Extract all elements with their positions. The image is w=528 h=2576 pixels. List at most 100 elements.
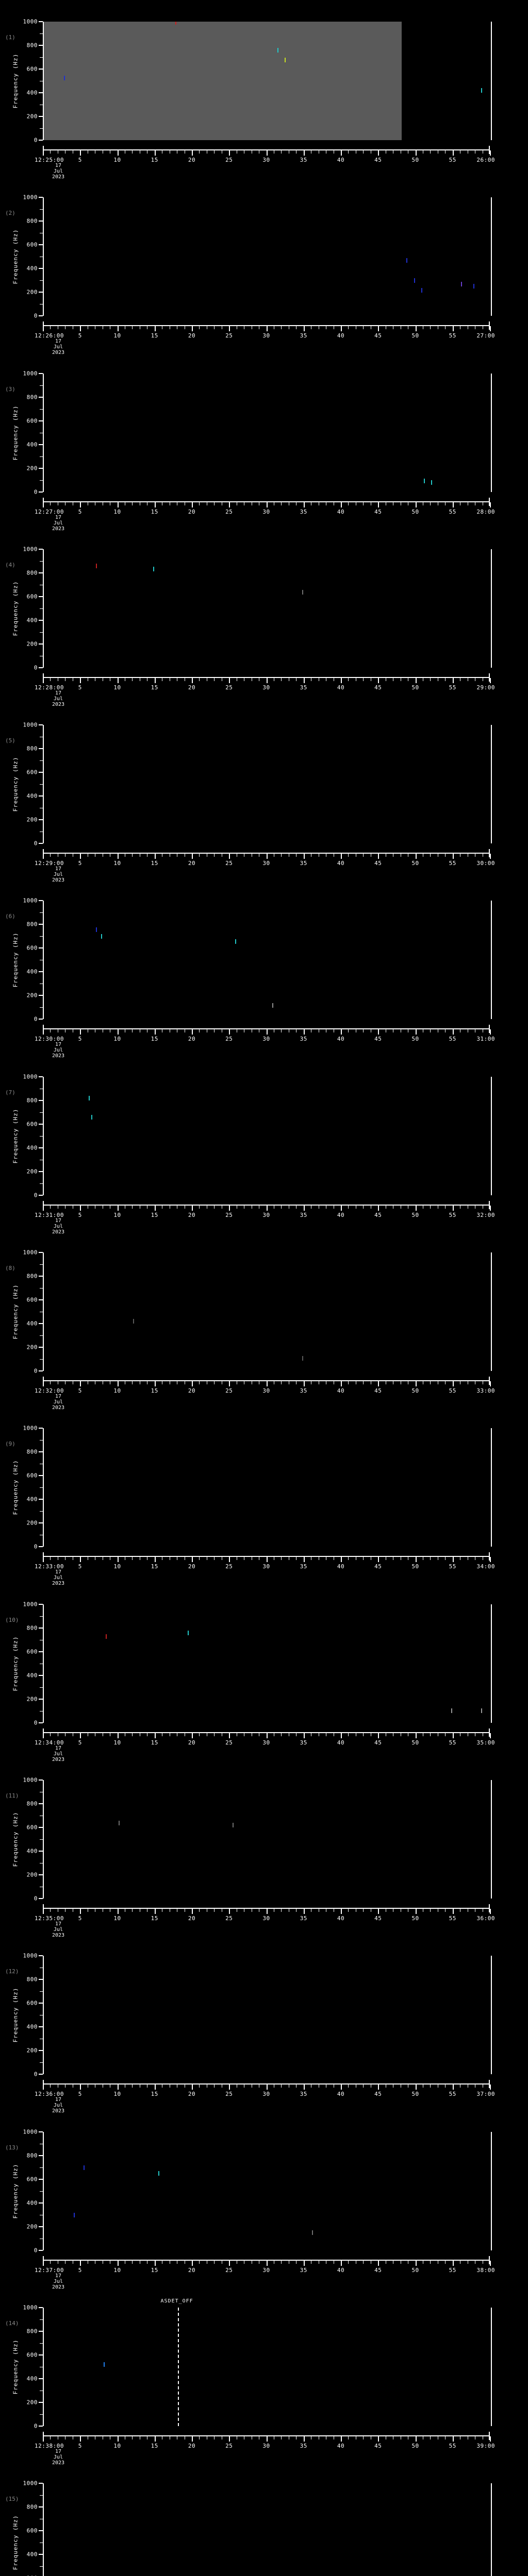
x-axis-endcap	[43, 497, 44, 506]
x-axis-date-part: 2023	[52, 2460, 65, 2466]
x-axis-date-part: 2023	[52, 1229, 65, 1235]
x-axis-endcap	[489, 497, 490, 506]
x-tick-label: 30	[262, 2442, 270, 2449]
y-tick-label: 0	[34, 1719, 38, 1726]
x-tick-label: 10	[113, 332, 121, 340]
plot-area[interactable]	[43, 725, 492, 844]
x-tick-label: 55	[449, 157, 456, 163]
y-tick-minor	[40, 2566, 43, 2567]
x-tick-mark	[132, 502, 133, 505]
x-tick-mark	[363, 677, 364, 681]
x-tick-mark	[199, 326, 200, 330]
x-tick-label: 25	[225, 1563, 233, 1570]
x-axis-date-part: 17	[55, 1921, 62, 1927]
y-tick-mark	[39, 843, 43, 844]
x-tick-label: 30	[262, 2266, 270, 2274]
plot-area[interactable]	[43, 373, 492, 492]
y-tick-mark	[39, 197, 43, 198]
x-tick-mark	[117, 2260, 119, 2266]
y-tick-mark	[39, 2050, 43, 2052]
x-tick-mark	[452, 2084, 454, 2090]
x-tick-mark	[80, 677, 81, 683]
plot-area[interactable]	[43, 1428, 492, 1547]
plot-area[interactable]	[43, 197, 492, 316]
plot-area[interactable]	[43, 2131, 492, 2250]
y-tick-mark	[39, 1171, 43, 1172]
plot-area[interactable]	[43, 2307, 492, 2426]
x-tick-mark	[199, 1381, 200, 1385]
x-tick-mark	[43, 150, 44, 156]
x-tick-mark	[445, 2436, 446, 2439]
x-tick-mark	[43, 1029, 44, 1035]
x-tick-mark	[341, 677, 342, 683]
y-axis: 0 200 400 600 800 1000 Frequency (Hz)	[0, 1425, 43, 1550]
x-tick-mark	[378, 1557, 380, 1563]
x-tick-mark	[303, 1205, 305, 1211]
plot-area[interactable]	[43, 1956, 492, 2075]
y-tick-mark	[39, 21, 43, 22]
x-tick-label: 30	[262, 157, 270, 163]
y-tick-mark	[39, 643, 43, 645]
x-tick-mark	[281, 502, 282, 505]
spectrogram-event-marker	[451, 1708, 452, 1713]
x-tick-mark	[452, 677, 454, 683]
y-tick-label: 400	[26, 617, 38, 624]
x-tick-label-start: 12:36:00	[35, 2091, 64, 2098]
spectrogram-event-marker	[421, 287, 423, 293]
plot-area[interactable]	[43, 901, 492, 1020]
plot-area[interactable]	[43, 1252, 492, 1371]
y-axis: 0 200 400 600 800 1000 Frequency (Hz)	[0, 194, 43, 319]
x-axis-line	[43, 1204, 490, 1206]
plot-area[interactable]	[43, 549, 492, 668]
x-tick-mark	[229, 1733, 230, 1738]
x-tick-label: 15	[151, 2442, 158, 2449]
y-tick-label: 200	[26, 1168, 38, 1175]
x-tick-mark	[117, 1381, 119, 1387]
x-tick-mark	[117, 1029, 119, 1035]
x-tick-label: 55	[449, 2266, 456, 2274]
y-tick-mark	[39, 140, 43, 141]
y-tick-label: 400	[26, 1848, 38, 1855]
y-tick-label: 1000	[23, 721, 38, 728]
x-tick-mark	[348, 2260, 349, 2264]
x-tick-label: 5	[78, 2442, 82, 2449]
y-tick-mark	[39, 1347, 43, 1348]
x-tick-label: 10	[113, 1387, 121, 1395]
x-tick-mark	[452, 1733, 454, 1738]
x-tick-label: 50	[411, 684, 419, 691]
x-axis-endcap	[489, 2256, 490, 2264]
plot-area[interactable]	[43, 1076, 492, 1195]
x-tick-mark	[430, 502, 431, 505]
x-tick-mark	[154, 150, 156, 156]
x-tick-mark	[132, 150, 133, 154]
plot-area[interactable]	[43, 22, 492, 140]
x-tick-mark	[415, 150, 417, 156]
x-tick-mark	[117, 1557, 119, 1563]
x-tick-label: 20	[188, 2266, 196, 2274]
plot-area[interactable]	[43, 1780, 492, 1899]
x-axis-date-part: 2023	[52, 877, 65, 884]
x-tick-mark	[363, 1381, 364, 1385]
x-tick-mark	[266, 2084, 268, 2090]
x-axis-endcap	[43, 1200, 44, 1209]
plot-area[interactable]	[43, 1604, 492, 1723]
x-tick-label: 25	[225, 2091, 233, 2098]
x-tick-mark	[281, 150, 282, 154]
x-tick-label: 10	[113, 1036, 121, 1043]
x-tick-mark	[341, 1381, 342, 1387]
spectrogram-data-region	[44, 22, 402, 140]
x-tick-label-end: 38:00	[476, 2266, 495, 2274]
y-tick-mark	[39, 1546, 43, 1548]
y-tick-label: 1000	[23, 1425, 38, 1432]
x-axis-date: 17 Jul 2023	[43, 515, 74, 532]
x-tick-label-start: 12:32:00	[35, 1387, 64, 1395]
x-tick-mark	[80, 2260, 81, 2266]
x-tick-label: 50	[411, 1739, 419, 1746]
spectrogram-panel: (1) 0 200 400 600 800 1000 Frequency (Hz) 12:25:…	[0, 0, 528, 180]
y-tick-label: 200	[26, 1871, 38, 1878]
plot-area[interactable]	[43, 2483, 492, 2576]
y-tick-mark	[39, 2202, 43, 2204]
x-tick-mark	[132, 854, 133, 857]
x-tick-mark	[80, 502, 81, 507]
